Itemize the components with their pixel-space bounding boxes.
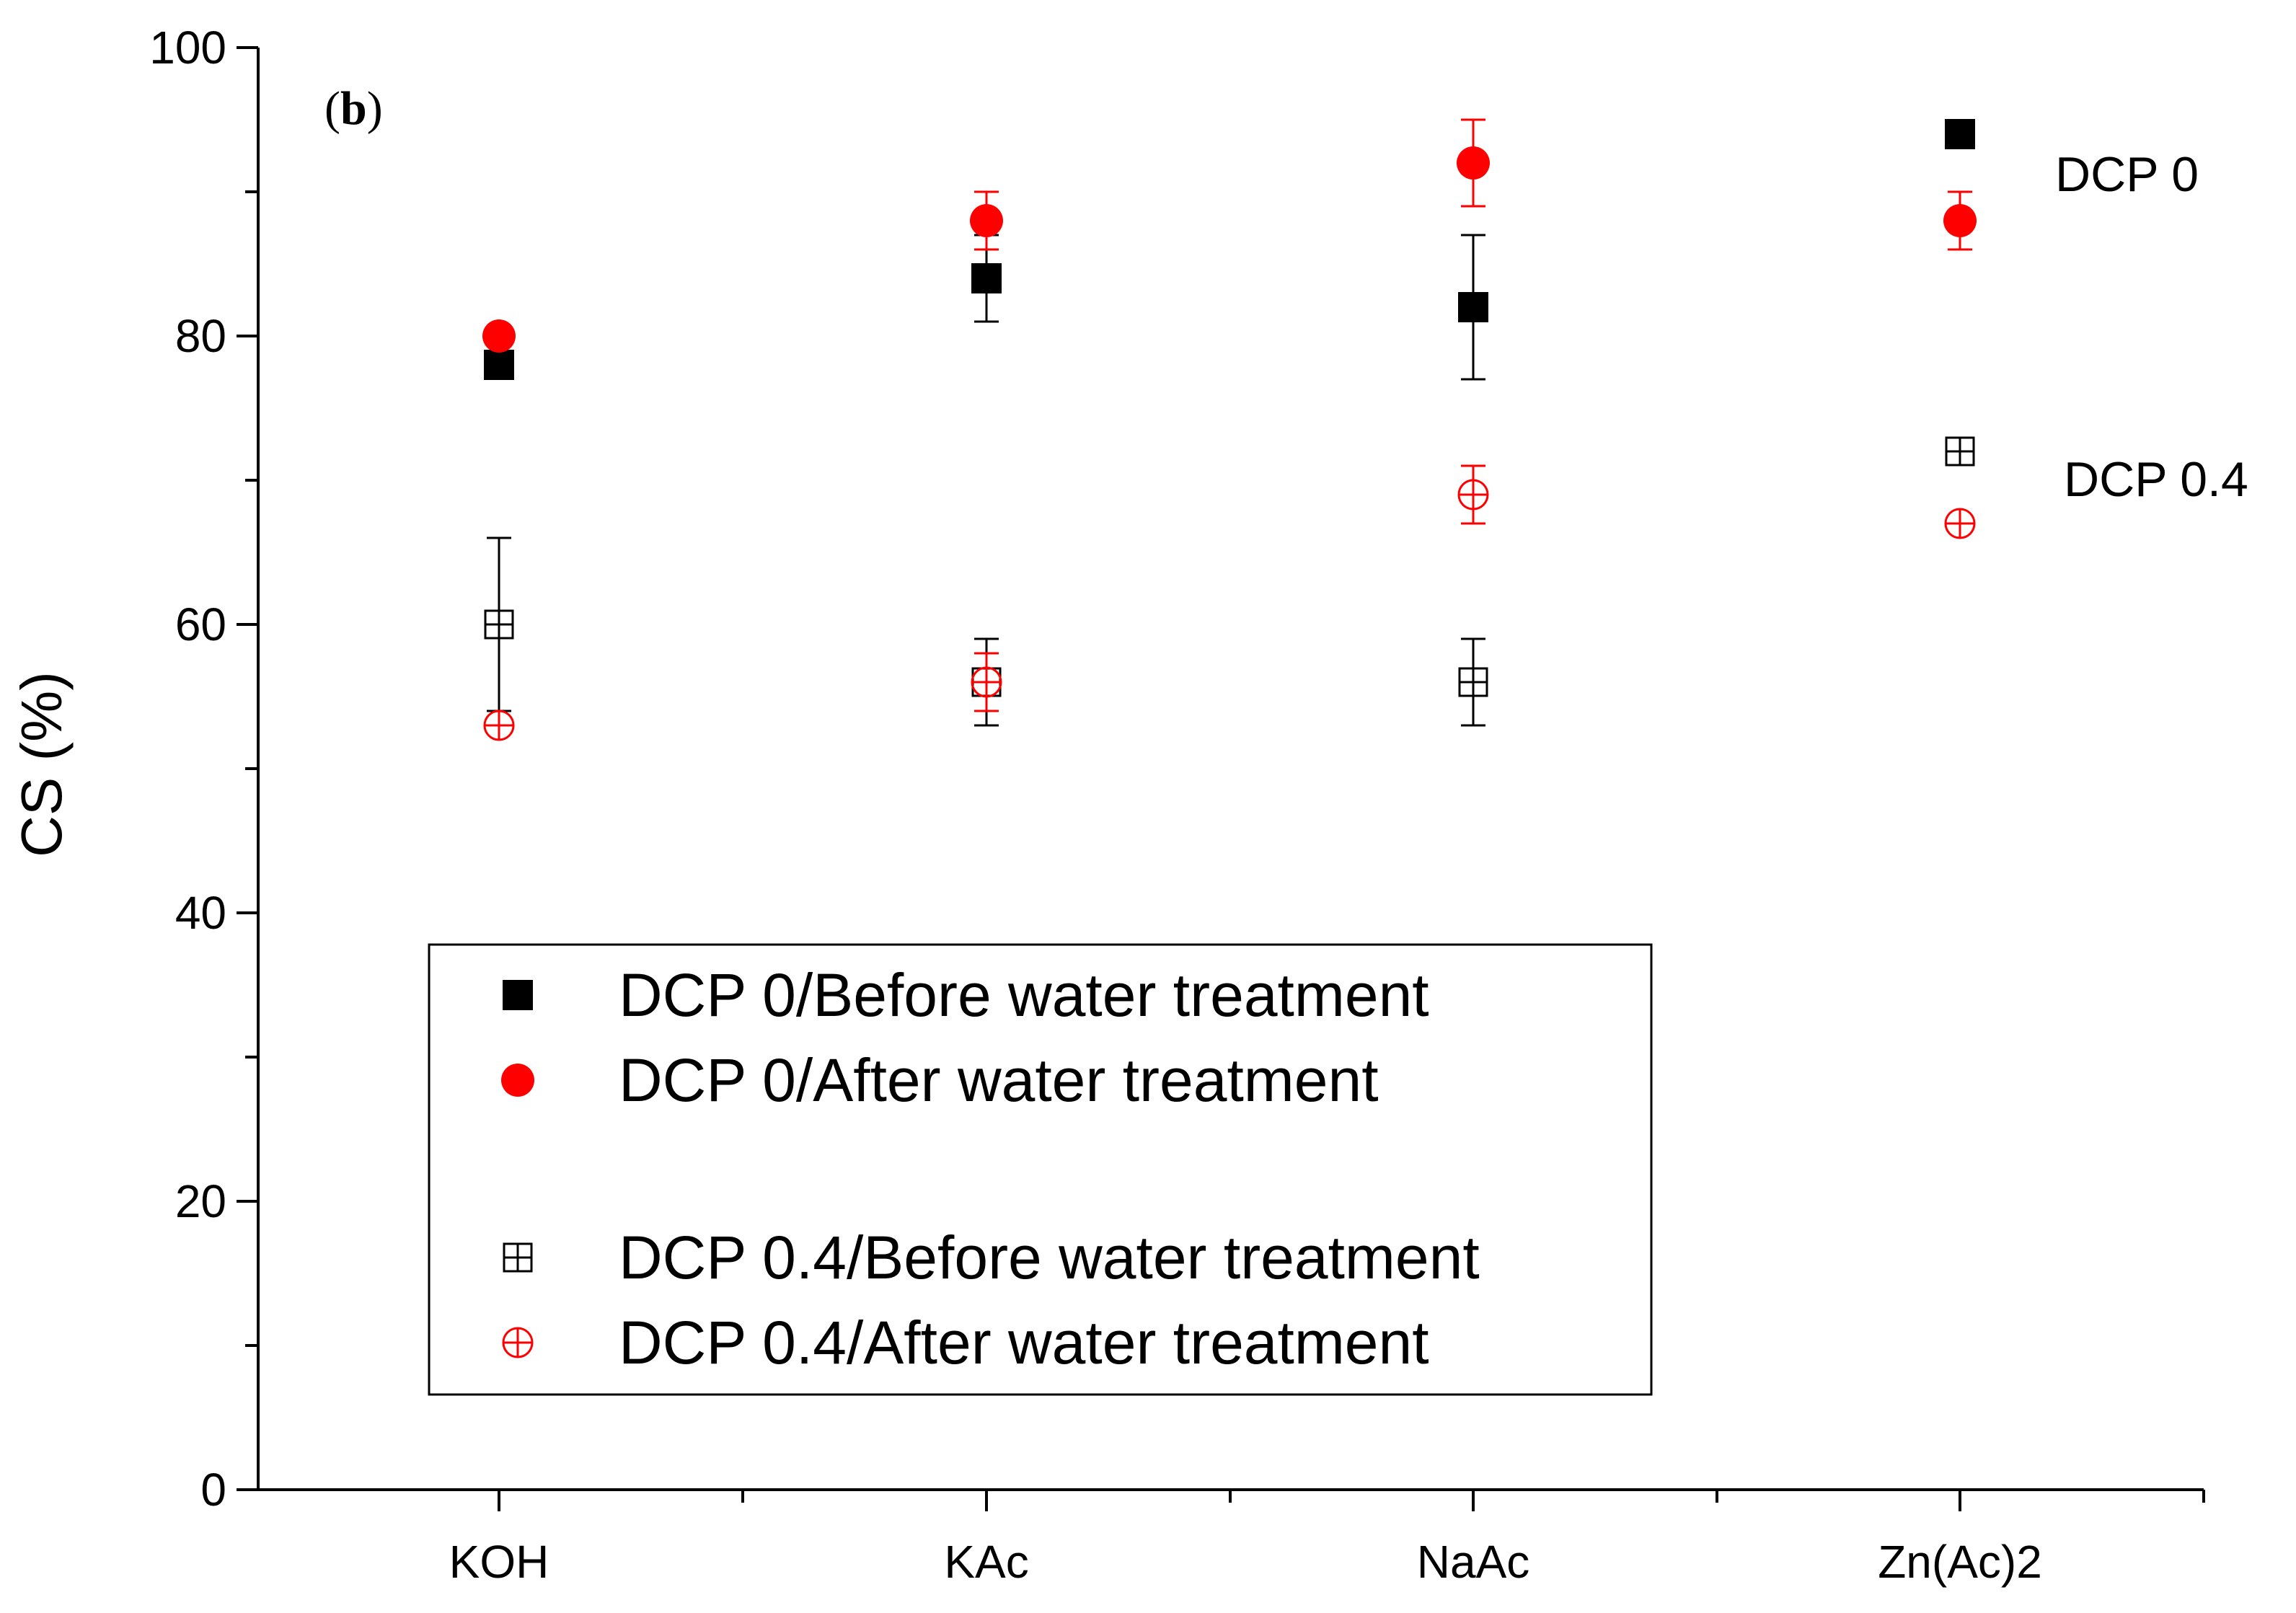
legend-label-dcp0-before: DCP 0/Before water treatment (619, 961, 1429, 1029)
panel-label-letter: b (340, 82, 367, 135)
legend-marker-series-1 (501, 1064, 534, 1097)
marker-shape (1945, 119, 1975, 149)
x-tick-label: Zn(Ac)2 (1878, 1536, 2042, 1588)
y-tick-label: 40 (175, 887, 226, 939)
y-axis-ticks: 0 20 40 60 80 100 (149, 22, 258, 1516)
x-tick-label: NaAc (1417, 1536, 1530, 1588)
legend-marker-series-3 (502, 1327, 534, 1358)
legend-marker-series-2 (503, 1242, 533, 1273)
panel-label: (b) (324, 82, 383, 135)
data-point-series-1 (1943, 204, 1977, 237)
data-point-series-3 (483, 710, 515, 741)
legend: DCP 0/Before water treatment DCP 0/After… (428, 943, 1653, 1396)
legend-marker-series-0 (503, 980, 533, 1010)
legend-markers (501, 980, 534, 1358)
data-points (482, 118, 1977, 741)
legend-label-dcp04-after: DCP 0.4/After water treatment (619, 1309, 1429, 1376)
data-point-series-0 (971, 263, 1002, 293)
annotation-dcp-0-4: DCP 0.4 (2064, 452, 2248, 507)
data-point-series-2 (1458, 667, 1488, 697)
data-point-series-2 (1945, 436, 1975, 467)
marker-shape (503, 980, 533, 1010)
marker-shape (484, 350, 514, 380)
data-point-series-1 (1457, 146, 1490, 180)
y-tick-label: 0 (200, 1464, 226, 1516)
data-point-series-0 (484, 350, 514, 380)
y-tick-label: 100 (149, 22, 226, 74)
legend-label-dcp04-before: DCP 0.4/Before water treatment (619, 1224, 1480, 1291)
y-tick-label: 20 (175, 1175, 226, 1227)
marker-shape (1457, 146, 1490, 180)
marker-shape (501, 1064, 534, 1097)
data-point-series-3 (971, 666, 1002, 698)
legend-label-dcp0-after: DCP 0/After water treatment (619, 1046, 1379, 1114)
legend-box (428, 943, 1653, 1396)
data-point-series-0 (1458, 292, 1488, 322)
marker-shape (482, 319, 516, 353)
y-axis-title: CS (%) (9, 671, 74, 857)
x-axis-ticks: KOH KAc NaAc Zn(Ac)2 (449, 1490, 2205, 1588)
y-tick-label: 60 (175, 598, 226, 650)
y-tick-label: 80 (175, 310, 226, 362)
marker-shape (1943, 204, 1977, 237)
data-point-series-1 (482, 319, 516, 353)
data-point-series-0 (1945, 119, 1975, 149)
x-tick-label: KOH (449, 1536, 549, 1588)
data-point-series-3 (1457, 479, 1489, 511)
data-point-series-3 (1944, 508, 1976, 539)
x-tick-label: KAc (944, 1536, 1028, 1588)
annotation-dcp-0: DCP 0 (2055, 147, 2199, 202)
marker-shape (970, 204, 1003, 237)
marker-shape (1458, 292, 1488, 322)
marker-shape (971, 263, 1002, 293)
data-point-series-2 (484, 609, 514, 640)
data-point-series-1 (970, 204, 1003, 237)
